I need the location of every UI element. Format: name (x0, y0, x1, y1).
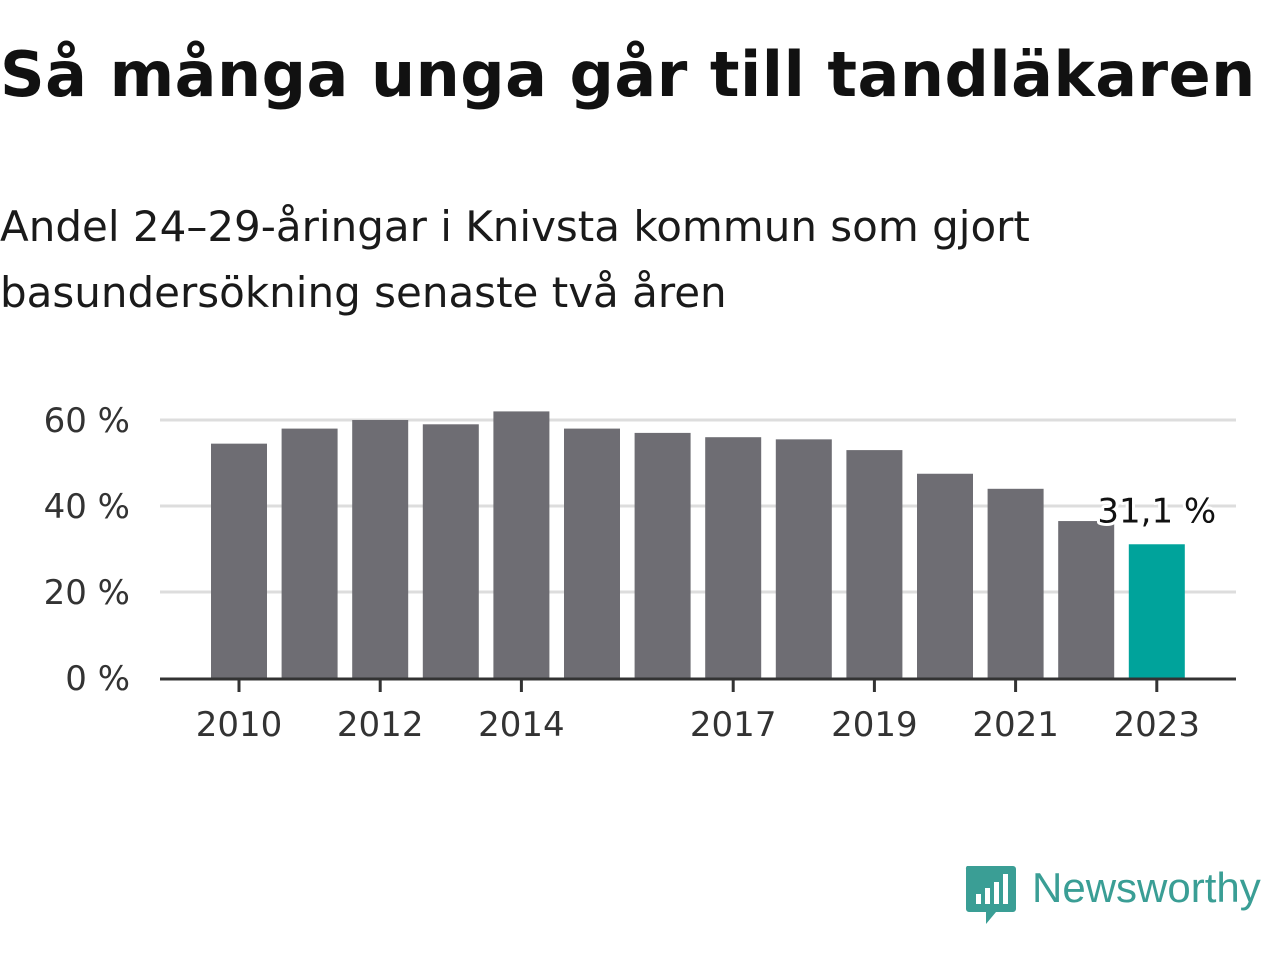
data-label: 31,1 % (1097, 491, 1216, 531)
bar-2015 (564, 428, 620, 678)
annotations: 31,1 % (1094, 488, 1219, 534)
y-tick-label: 60 % (44, 401, 130, 441)
bar-2012 (352, 420, 409, 678)
bar-2019 (846, 450, 903, 678)
chart-title: Så många unga går till tandläkaren (0, 38, 1256, 111)
x-tick-label: 2012 (337, 705, 424, 745)
x-tick-label: 2019 (831, 705, 918, 745)
x-tick-label: 2017 (690, 705, 777, 745)
bar-2014 (493, 411, 550, 678)
bar-2023 (1128, 544, 1185, 678)
bar-2021 (987, 488, 1044, 678)
x-tick-label: 2021 (972, 705, 1059, 745)
newsworthy-logo-icon (965, 866, 1016, 924)
newsworthy-logo: Newsworthy (964, 864, 1261, 926)
chart-subtitle: Andel 24–29-åringar i Knivsta kommun som… (0, 202, 1030, 317)
grid-lines (160, 418, 1236, 594)
y-tick-label: 40 % (44, 487, 130, 527)
x-tick-label: 2014 (478, 705, 565, 745)
bar-2010 (211, 443, 267, 678)
bar-2017 (705, 437, 762, 678)
y-tick-label: 0 % (65, 659, 130, 699)
newsworthy-logo-text: Newsworthy (1032, 864, 1261, 911)
bar-chart: 0 % 20 % 40 % 60 % 2010 2012 2014 2017 2019 2021… (44, 401, 1236, 745)
bar-2018 (775, 439, 832, 678)
bar-2020 (917, 473, 973, 678)
x-axis-ticks: 2010 2012 2014 2017 2019 2021 2023 (196, 679, 1200, 745)
bars (211, 411, 1185, 678)
bar-2011 (281, 428, 338, 678)
x-tick-label: 2010 (196, 705, 283, 745)
bar-2013 (422, 424, 479, 678)
x-tick-label: 2023 (1114, 705, 1201, 745)
y-axis-ticks: 0 % 20 % 40 % 60 % (44, 401, 130, 699)
bar-2022 (1058, 521, 1115, 678)
y-tick-label: 20 % (44, 573, 130, 613)
bar-2016 (634, 432, 691, 678)
